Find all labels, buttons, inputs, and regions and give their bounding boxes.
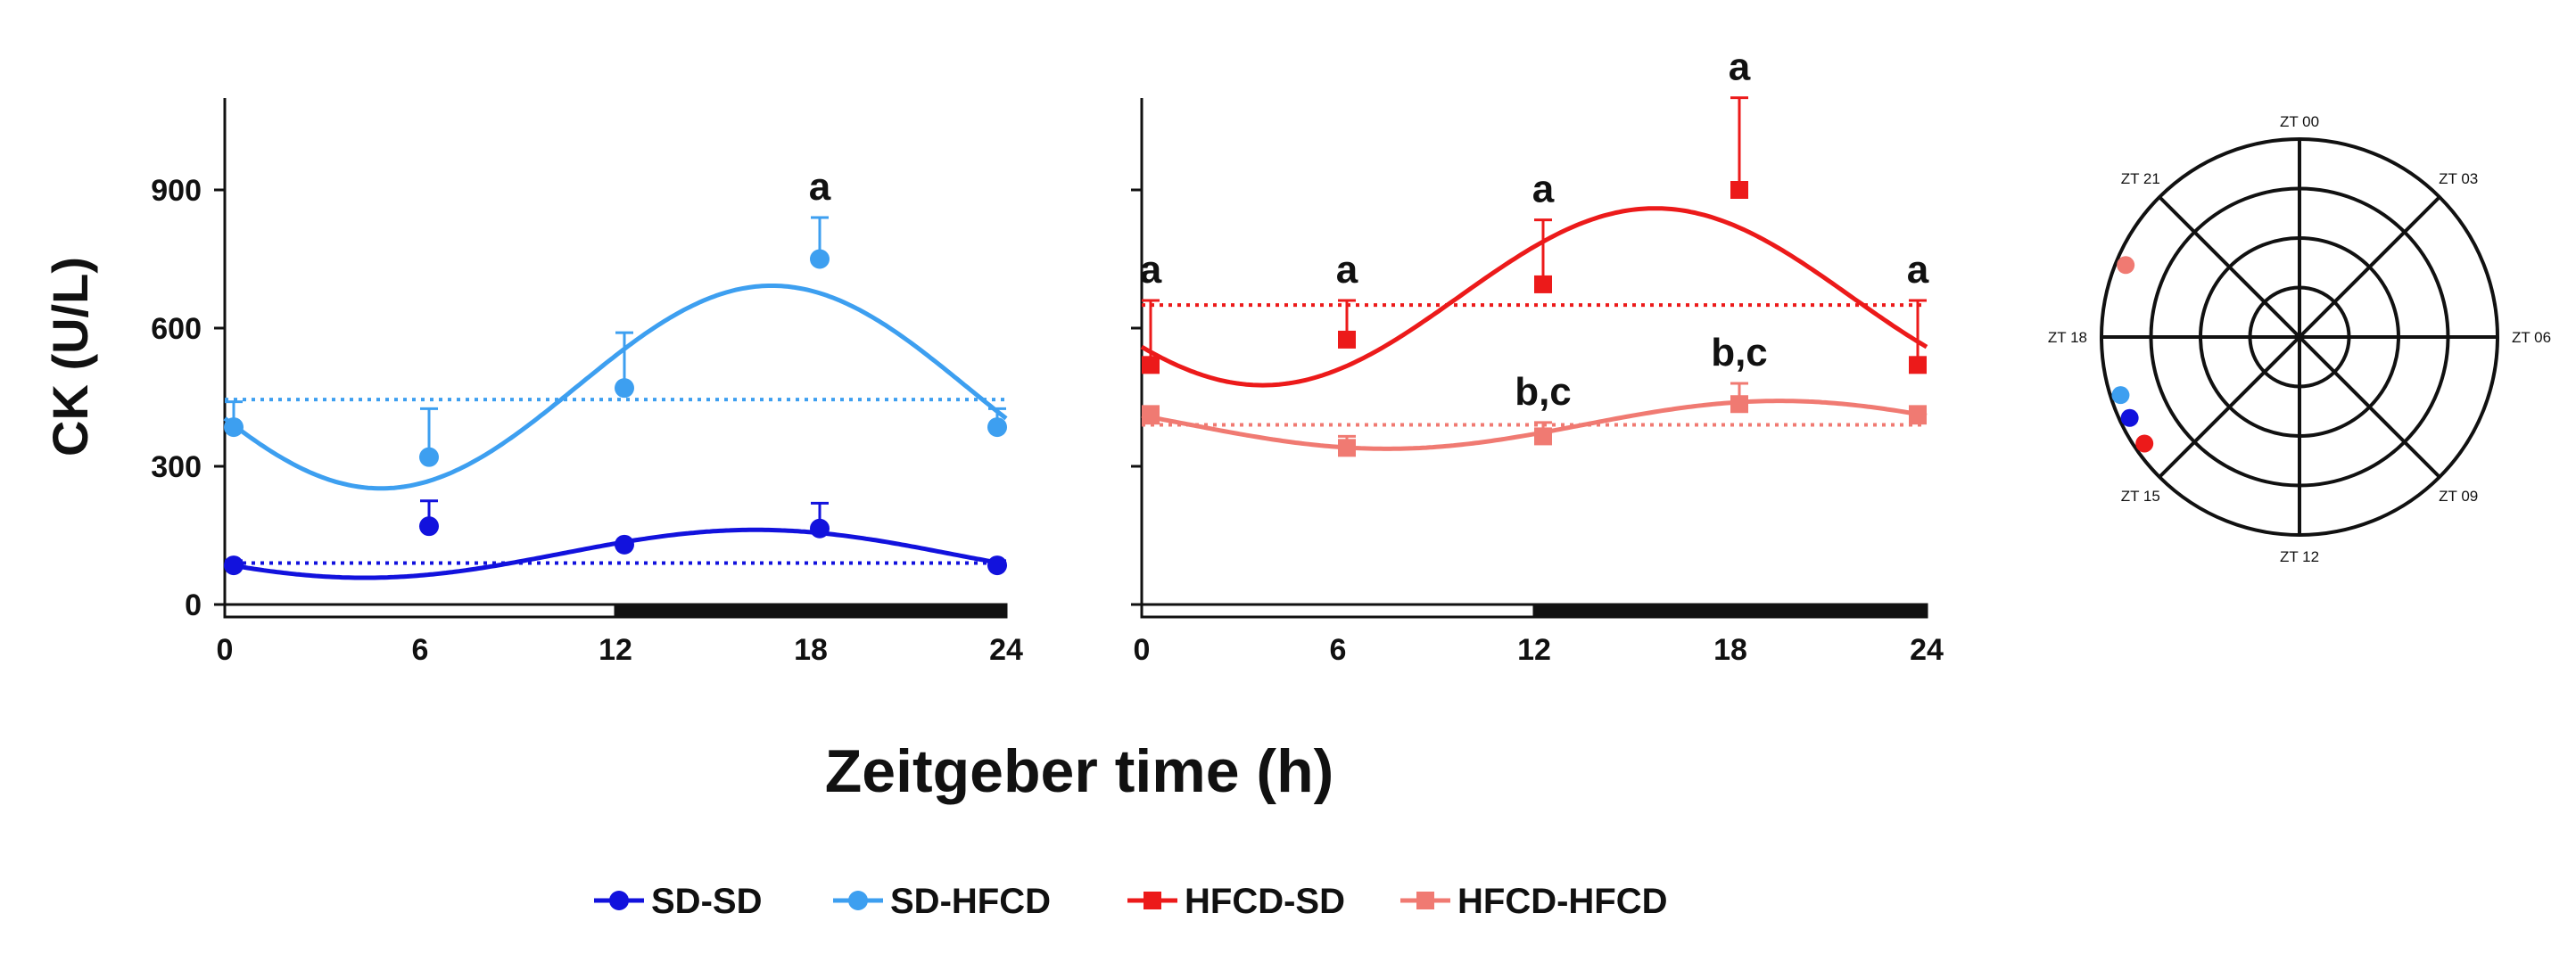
series-sd-sd bbox=[224, 499, 1007, 580]
x-tick-label: 18 bbox=[794, 633, 828, 667]
polar-spoke bbox=[2158, 335, 2301, 479]
legend-item: HFCD-HFCD bbox=[1400, 882, 1668, 921]
polar-label: ZT 18 bbox=[2048, 329, 2087, 346]
series-sd-hfcd bbox=[223, 216, 1008, 491]
polar-phase-point bbox=[2111, 386, 2130, 405]
data-point bbox=[1534, 427, 1552, 446]
dark-phase-bar bbox=[1532, 603, 1928, 619]
polar-label: ZT 06 bbox=[2512, 329, 2551, 346]
y-tick-label: 0 bbox=[185, 588, 202, 622]
significance-annotation: b,c bbox=[1711, 331, 1768, 374]
data-point bbox=[1142, 356, 1160, 374]
data-point bbox=[1909, 356, 1927, 374]
polar-label: ZT 00 bbox=[2280, 113, 2319, 130]
series-hfcd-sd bbox=[1140, 96, 1928, 388]
legend: SD-SD SD-HFCD HFCD-SD HFCD-HFCD bbox=[594, 882, 1668, 921]
legend-swatch-marker bbox=[848, 891, 868, 910]
legend-label: SD-HFCD bbox=[890, 882, 1051, 921]
significance-annotation: a bbox=[1336, 248, 1358, 292]
y-tick-label: 900 bbox=[151, 174, 202, 208]
data-point bbox=[419, 447, 439, 467]
data-point bbox=[615, 534, 634, 555]
legend-swatch-marker bbox=[609, 891, 629, 910]
data-point bbox=[1338, 439, 1356, 457]
polar-label: ZT 09 bbox=[2439, 488, 2478, 505]
x-tick-label: 6 bbox=[412, 633, 429, 667]
cosinor-fit-line bbox=[224, 527, 1007, 580]
polar-label: ZT 12 bbox=[2280, 548, 2319, 565]
polar-label: ZT 03 bbox=[2439, 170, 2478, 187]
data-point bbox=[1730, 181, 1748, 199]
significance-annotation: a bbox=[1532, 168, 1555, 211]
data-point bbox=[810, 518, 830, 539]
x-tick-label: 0 bbox=[217, 633, 234, 667]
legend-label: HFCD-SD bbox=[1185, 882, 1345, 921]
significance-annotation: b,c bbox=[1515, 370, 1572, 414]
legend-swatch-marker bbox=[1144, 892, 1161, 909]
x-tick-label: 0 bbox=[1134, 633, 1151, 667]
significance-annotation: a bbox=[1729, 45, 1751, 89]
panel-left: 0 300 600 900 0 6 12 18 24 a bbox=[151, 98, 1023, 667]
data-point bbox=[1909, 407, 1927, 425]
legend-label: HFCD-HFCD bbox=[1457, 882, 1668, 921]
data-point bbox=[1534, 275, 1552, 293]
legend-item: SD-HFCD bbox=[833, 882, 1051, 921]
polar-spoke bbox=[2298, 335, 2441, 479]
light-phase-bar bbox=[1140, 603, 1536, 619]
polar-spoke bbox=[2298, 195, 2441, 339]
dark-phase-bar bbox=[614, 603, 1008, 619]
x-tick-label: 12 bbox=[599, 633, 632, 667]
legend-label: SD-SD bbox=[651, 882, 762, 921]
data-point bbox=[224, 417, 244, 438]
data-point bbox=[224, 555, 244, 576]
polar-spoke bbox=[2158, 195, 2301, 339]
y-tick-label: 300 bbox=[151, 450, 202, 484]
polar-phase-point bbox=[2120, 408, 2139, 427]
polar-phase-point bbox=[2135, 434, 2154, 453]
cosinor-fit-line bbox=[223, 284, 1008, 491]
phase-polar-plot: ZT 00 ZT 03 ZT 06 ZT 09 ZT 12 ZT 15 ZT 18 ZT 21 bbox=[2048, 113, 2551, 565]
data-point bbox=[987, 555, 1007, 576]
x-tick-label: 24 bbox=[989, 633, 1023, 667]
significance-annotation: a bbox=[809, 165, 831, 209]
data-point bbox=[810, 249, 830, 269]
x-tick-label: 12 bbox=[1517, 633, 1551, 667]
cosinor-fit-line bbox=[1140, 206, 1928, 388]
y-tick-label: 600 bbox=[151, 312, 202, 346]
series-hfcd-hfcd bbox=[1141, 382, 1928, 457]
x-tick-label: 18 bbox=[1713, 633, 1747, 667]
legend-item: HFCD-SD bbox=[1127, 882, 1345, 921]
x-tick-label: 24 bbox=[1910, 633, 1944, 667]
polar-label: ZT 21 bbox=[2121, 170, 2160, 187]
data-point bbox=[1730, 395, 1748, 414]
data-point bbox=[1142, 407, 1160, 425]
legend-swatch-marker bbox=[1416, 892, 1434, 909]
legend-item: SD-SD bbox=[594, 882, 762, 921]
x-tick-label: 6 bbox=[1330, 633, 1347, 667]
data-point bbox=[987, 417, 1007, 438]
data-point bbox=[615, 378, 634, 399]
x-axis-label: Zeitgeber time (h) bbox=[825, 737, 1334, 805]
polar-phase-point bbox=[2117, 256, 2135, 275]
significance-annotation: a bbox=[1907, 248, 1929, 292]
panel-right: 0 6 12 18 24 a a a a a b,c b,c bbox=[1131, 45, 1944, 667]
data-point bbox=[1338, 330, 1356, 349]
light-phase-bar bbox=[223, 603, 617, 619]
data-point bbox=[419, 516, 439, 537]
y-axis-label: CK (U/L) bbox=[42, 257, 98, 456]
polar-label: ZT 15 bbox=[2121, 488, 2160, 505]
significance-annotation: a bbox=[1140, 248, 1162, 292]
